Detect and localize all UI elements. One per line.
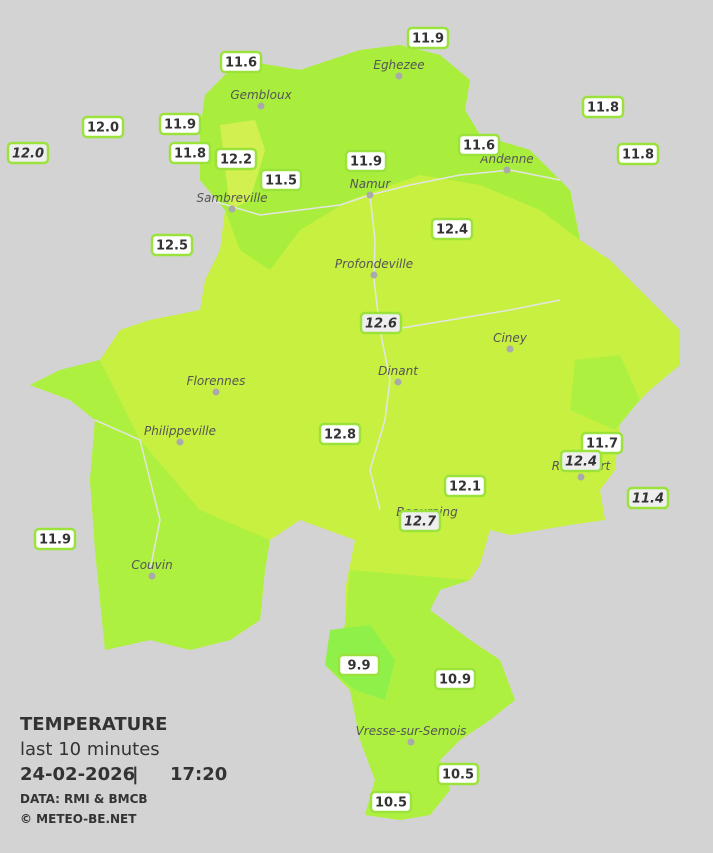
station-box bbox=[581, 95, 625, 119]
station-box bbox=[398, 509, 442, 533]
station-box bbox=[337, 653, 381, 677]
station-value: 10.5 bbox=[442, 768, 474, 783]
zone-north bbox=[200, 45, 580, 270]
station-box bbox=[344, 149, 388, 173]
station-value: 11.6 bbox=[225, 56, 257, 71]
zone-east bbox=[570, 355, 640, 430]
place-label: Philippeville bbox=[144, 424, 216, 438]
station-box bbox=[6, 141, 50, 165]
station-value: 10.9 bbox=[439, 673, 471, 688]
place-dot bbox=[503, 166, 511, 174]
station-box bbox=[219, 50, 263, 74]
station-box bbox=[433, 667, 477, 691]
station-box bbox=[369, 790, 413, 814]
place-dot bbox=[370, 271, 378, 279]
station-value: 12.1 bbox=[449, 480, 481, 495]
station-box bbox=[359, 311, 403, 335]
legend-date: 24-02-2026 bbox=[20, 764, 135, 785]
station-box bbox=[158, 112, 202, 136]
station-value: 11.8 bbox=[174, 147, 206, 162]
station-value: 12.6 bbox=[365, 317, 397, 332]
legend-time: 17:20 bbox=[170, 764, 227, 785]
place-dot bbox=[395, 72, 403, 80]
station-value: 11.8 bbox=[587, 101, 619, 116]
place-label: Ciney bbox=[493, 331, 528, 345]
legend-copyright: © METEO-BE.NET bbox=[20, 812, 137, 826]
place-label: Dinant bbox=[378, 364, 419, 378]
place-label: Profondeville bbox=[335, 257, 413, 271]
station-value: 11.6 bbox=[463, 139, 495, 154]
zone-south bbox=[325, 570, 515, 820]
station-box bbox=[33, 527, 77, 551]
station-value: 11.9 bbox=[412, 32, 444, 47]
place-dot bbox=[228, 205, 236, 213]
station-box bbox=[559, 449, 603, 473]
place-dot bbox=[506, 345, 514, 353]
station-box bbox=[168, 141, 212, 165]
station-box bbox=[616, 142, 660, 166]
station-box bbox=[318, 422, 362, 446]
station-value: 9.9 bbox=[347, 659, 370, 674]
zone-southwest bbox=[30, 360, 270, 650]
station-value: 12.8 bbox=[324, 428, 356, 443]
station-value: 11.7 bbox=[586, 437, 618, 452]
station-box bbox=[457, 133, 501, 157]
station-box bbox=[430, 217, 474, 241]
place-label: Couvin bbox=[131, 558, 172, 572]
station-box bbox=[81, 115, 125, 139]
station-value: 11.9 bbox=[39, 533, 71, 548]
station-value: 11.9 bbox=[164, 118, 196, 133]
legend-separator: | bbox=[132, 764, 139, 785]
station-value: 12.7 bbox=[404, 515, 437, 530]
station-value: 12.4 bbox=[565, 455, 597, 470]
station-value: 12.2 bbox=[220, 153, 252, 168]
station-box bbox=[436, 762, 480, 786]
place-label: Vresse-sur-Semois bbox=[356, 724, 467, 738]
station-box bbox=[150, 233, 194, 257]
place-dot bbox=[257, 102, 265, 110]
station-value: 11.4 bbox=[632, 492, 664, 507]
legend-subtitle: last 10 minutes bbox=[20, 739, 160, 760]
legend-source: DATA: RMI & BMCB bbox=[20, 792, 148, 806]
station-value: 12.5 bbox=[156, 239, 188, 254]
legend-title: TEMPERATURE bbox=[20, 714, 167, 735]
place-dot bbox=[212, 388, 220, 396]
station-box bbox=[580, 431, 624, 455]
station-value: 11.8 bbox=[622, 148, 654, 163]
station-box bbox=[259, 168, 303, 192]
place-dot bbox=[394, 378, 402, 386]
place-dot bbox=[407, 738, 415, 746]
station-value: 11.5 bbox=[265, 174, 297, 189]
place-dot bbox=[366, 191, 374, 199]
station-box bbox=[443, 474, 487, 498]
station-box bbox=[626, 486, 670, 510]
place-label: Sambreville bbox=[196, 191, 267, 205]
station-box bbox=[406, 26, 450, 50]
station-value: 12.0 bbox=[12, 147, 44, 162]
station-value: 12.0 bbox=[87, 121, 119, 136]
place-dot bbox=[148, 572, 156, 580]
place-label: Namur bbox=[350, 177, 392, 191]
place-dot bbox=[176, 438, 184, 446]
station-value: 10.5 bbox=[375, 796, 407, 811]
place-label: Gembloux bbox=[230, 88, 292, 102]
station-box bbox=[214, 147, 258, 171]
station-value: 12.4 bbox=[436, 223, 468, 238]
place-dot bbox=[577, 473, 585, 481]
place-label: Florennes bbox=[187, 374, 246, 388]
place-label: Eghezee bbox=[373, 58, 424, 72]
station-value: 11.9 bbox=[350, 155, 382, 170]
